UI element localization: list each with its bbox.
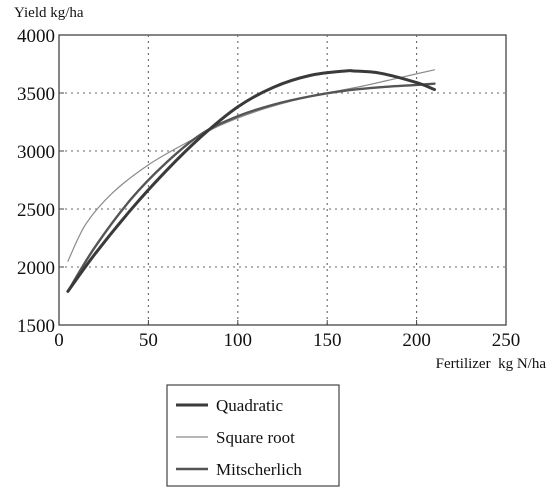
x-axis: 0 50 100 150 200 250 (54, 320, 520, 351)
x-axis-title: Fertilizer kg N/ha (436, 356, 547, 372)
y-tick-label: 4000 (17, 26, 55, 47)
y-tick-label: 2000 (17, 258, 55, 279)
series-line-quadratic (66, 69, 436, 293)
plot-frame (58, 34, 507, 326)
legend: Quadratic Square root Mitscherlich (166, 384, 340, 487)
x-tick-label: 150 (313, 330, 342, 351)
y-tick-label: 3000 (17, 142, 55, 163)
x-tick-label: 50 (139, 330, 158, 351)
series-line-square-root (67, 69, 436, 262)
x-tick-label: 250 (492, 330, 521, 351)
legend-label-quadratic: Quadratic (216, 396, 283, 415)
plot-area: 0 50 100 150 200 250 1500 2000 2500 3000 3500 4000 (17, 26, 520, 351)
legend-label-mitscherlich: Mitscherlich (216, 460, 302, 479)
x-tick-label: 200 (402, 330, 431, 351)
y-axis: 1500 2000 2500 3000 3500 4000 (17, 26, 64, 337)
y-tick-label: 2500 (17, 200, 55, 221)
x-tick-label: 100 (224, 330, 253, 351)
x-tick-label: 0 (54, 330, 64, 351)
legend-label-square-root: Square root (216, 428, 295, 447)
y-tick-label: 1500 (17, 316, 55, 337)
series-layer (66, 69, 436, 293)
series-line-mitscherlich (66, 82, 436, 293)
y-axis-title: Yield kg/ha (14, 5, 84, 21)
y-tick-label: 3500 (17, 84, 55, 105)
